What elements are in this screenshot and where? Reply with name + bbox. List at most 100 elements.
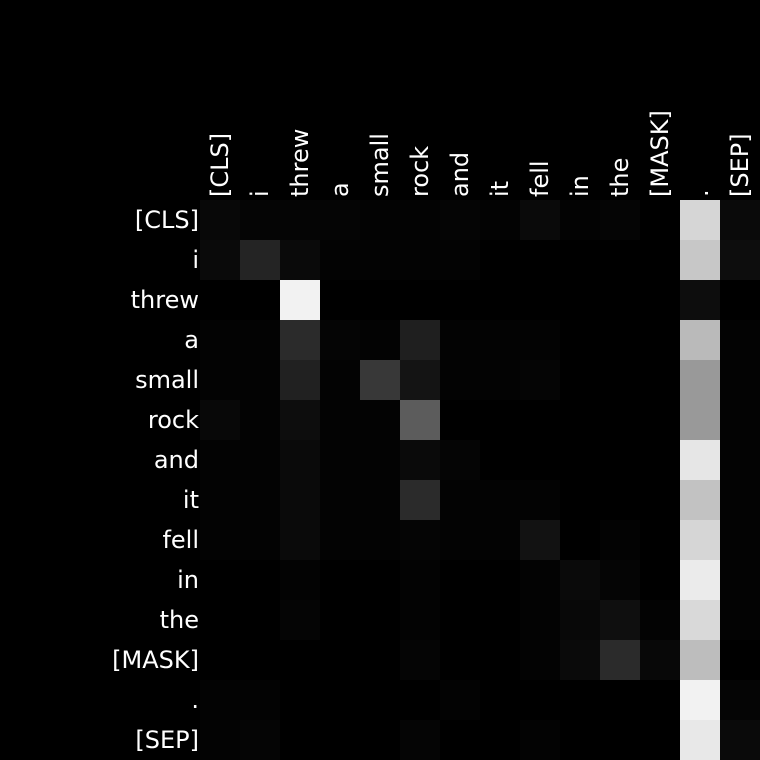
heatmap-cell: [280, 600, 320, 640]
heatmap-cell: [520, 200, 560, 240]
heatmap-cell: [280, 200, 320, 240]
heatmap-cell: [600, 280, 640, 320]
heatmap-cell: [440, 440, 480, 480]
y-tick-label: a: [184, 326, 199, 354]
heatmap-cell: [520, 600, 560, 640]
heatmap-cell: [720, 520, 760, 560]
y-tick-label: in: [177, 566, 199, 594]
heatmap-cell: [480, 320, 520, 360]
heatmap-cell: [600, 360, 640, 400]
heatmap-cell: [720, 280, 760, 320]
heatmap-cell: [600, 600, 640, 640]
heatmap-cell: [720, 240, 760, 280]
heatmap-cell: [240, 400, 280, 440]
heatmap-cell: [480, 200, 520, 240]
heatmap-cell: [640, 600, 680, 640]
heatmap-cell: [400, 640, 440, 680]
y-tick-label: [CLS]: [135, 206, 199, 234]
heatmap-cell: [280, 360, 320, 400]
heatmap-cell: [720, 720, 760, 760]
heatmap-cell: [640, 640, 680, 680]
heatmap-cell: [360, 480, 400, 520]
heatmap-cell: [360, 280, 400, 320]
heatmap-cell: [200, 200, 240, 240]
heatmap-cell: [440, 560, 480, 600]
heatmap-cell: [720, 360, 760, 400]
heatmap-cell: [200, 240, 240, 280]
heatmap-cell: [640, 480, 680, 520]
heatmap-cell: [240, 560, 280, 600]
heatmap-cell: [600, 400, 640, 440]
heatmap-cell: [560, 720, 600, 760]
heatmap-cell: [320, 560, 360, 600]
heatmap-cell: [600, 720, 640, 760]
x-tick-label: it: [486, 181, 514, 197]
y-tick-label: [MASK]: [112, 646, 199, 674]
heatmap-cell: [480, 680, 520, 720]
heatmap-cell: [560, 360, 600, 400]
heatmap-cell: [520, 320, 560, 360]
heatmap-cell: [720, 480, 760, 520]
heatmap-cell: [280, 520, 320, 560]
heatmap-cell: [680, 400, 720, 440]
heatmap-cell: [280, 480, 320, 520]
heatmap-cell: [720, 640, 760, 680]
heatmap-cell: [680, 560, 720, 600]
heatmap-cell: [360, 680, 400, 720]
heatmap-cell: [440, 400, 480, 440]
heatmap-cell: [360, 400, 400, 440]
heatmap-cell: [520, 400, 560, 440]
heatmap-cell: [680, 480, 720, 520]
heatmap-cell: [640, 240, 680, 280]
heatmap-cell: [200, 680, 240, 720]
heatmap-cell: [640, 200, 680, 240]
x-tick-label: .: [686, 189, 714, 197]
heatmap-cell: [240, 640, 280, 680]
heatmap-cell: [480, 440, 520, 480]
heatmap-cell: [640, 360, 680, 400]
heatmap-cell: [200, 440, 240, 480]
heatmap-cell: [600, 680, 640, 720]
heatmap-cell: [520, 720, 560, 760]
heatmap-cell: [520, 680, 560, 720]
heatmap-cell: [520, 440, 560, 480]
heatmap-cell: [360, 240, 400, 280]
heatmap-cell: [240, 360, 280, 400]
heatmap-cell: [360, 520, 400, 560]
heatmap-cell: [480, 480, 520, 520]
heatmap-cell: [200, 560, 240, 600]
heatmap-cell: [640, 720, 680, 760]
heatmap-cell: [640, 320, 680, 360]
y-tick-label: rock: [148, 406, 199, 434]
heatmap-cell: [400, 680, 440, 720]
heatmap-cell: [600, 200, 640, 240]
heatmap-cell: [360, 320, 400, 360]
x-tick-label: small: [366, 133, 394, 197]
y-tick-label: fell: [162, 526, 199, 554]
heatmap-cell: [320, 600, 360, 640]
heatmap-cell: [600, 560, 640, 600]
heatmap-cell: [520, 640, 560, 680]
heatmap-cell: [440, 720, 480, 760]
heatmap-cell: [600, 640, 640, 680]
heatmap-cell: [680, 640, 720, 680]
heatmap-cell: [280, 720, 320, 760]
heatmap-cell: [280, 680, 320, 720]
heatmap-cell: [680, 360, 720, 400]
heatmap-cell: [600, 480, 640, 520]
heatmap-cell: [680, 320, 720, 360]
heatmap-cell: [280, 320, 320, 360]
y-tick-label: small: [135, 366, 199, 394]
heatmap-cell: [560, 640, 600, 680]
y-tick-label: it: [183, 486, 199, 514]
heatmap-cell: [640, 560, 680, 600]
heatmap-cell: [680, 600, 720, 640]
heatmap-cell: [640, 520, 680, 560]
y-tick-label: i: [192, 246, 199, 274]
x-tick-label: [MASK]: [646, 110, 674, 197]
heatmap-cell: [440, 320, 480, 360]
heatmap-cell: [240, 200, 280, 240]
heatmap-cell: [400, 400, 440, 440]
heatmap-cell: [640, 440, 680, 480]
